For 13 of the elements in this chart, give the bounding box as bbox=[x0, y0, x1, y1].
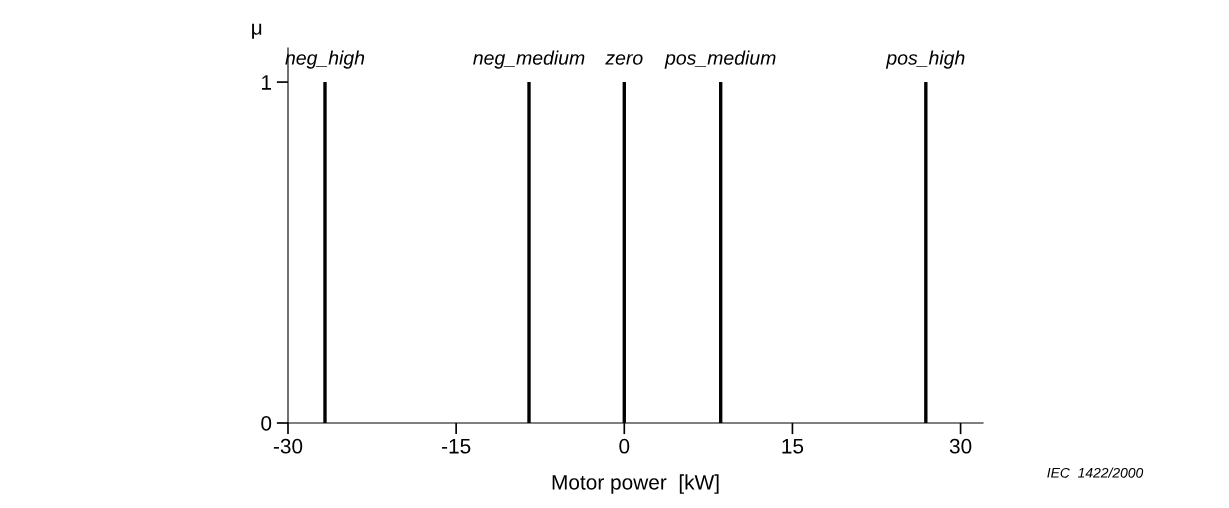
x-tick-label: 0 bbox=[619, 438, 630, 454]
x-axis-title: Motor power [kW] bbox=[552, 474, 719, 494]
x-tick-label: -15 bbox=[442, 439, 471, 454]
x-tick-label: 30 bbox=[949, 438, 972, 454]
x-tick-label: 15 bbox=[782, 439, 804, 454]
series-label: neg_medium bbox=[473, 50, 585, 69]
series-label: pos_high bbox=[885, 50, 965, 69]
x-tick-label: -30 bbox=[273, 438, 303, 454]
y-tick-label: 1 bbox=[262, 75, 272, 90]
y-axis-title: μ bbox=[252, 23, 262, 39]
series-label: zero bbox=[605, 54, 643, 65]
text: IEC 1422/2000 bbox=[1047, 467, 1144, 478]
series-label: pos_medium bbox=[664, 50, 776, 69]
